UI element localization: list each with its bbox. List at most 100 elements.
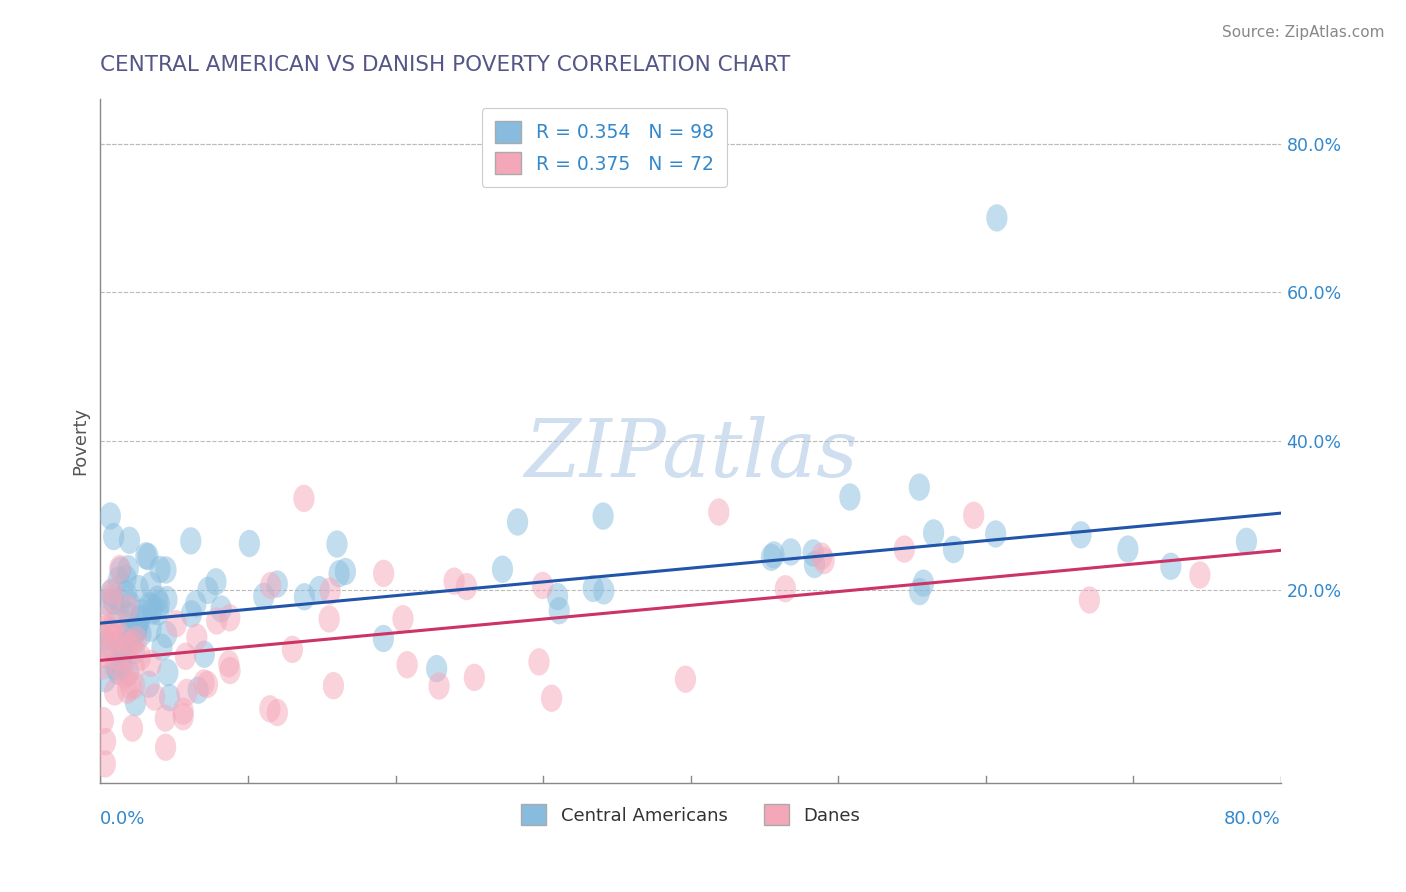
Ellipse shape [118, 632, 139, 659]
Ellipse shape [173, 703, 194, 731]
Ellipse shape [155, 733, 176, 761]
Ellipse shape [443, 567, 465, 595]
Ellipse shape [963, 501, 984, 529]
Ellipse shape [96, 615, 117, 643]
Ellipse shape [207, 607, 228, 634]
Ellipse shape [780, 538, 801, 566]
Ellipse shape [129, 605, 150, 632]
Ellipse shape [294, 484, 315, 512]
Ellipse shape [174, 642, 197, 670]
Ellipse shape [108, 566, 129, 594]
Ellipse shape [1189, 561, 1211, 589]
Ellipse shape [139, 591, 160, 619]
Ellipse shape [110, 655, 131, 681]
Ellipse shape [111, 652, 132, 679]
Ellipse shape [259, 695, 280, 723]
Ellipse shape [319, 577, 340, 605]
Ellipse shape [156, 621, 177, 648]
Ellipse shape [1070, 521, 1091, 549]
Ellipse shape [211, 595, 232, 623]
Ellipse shape [93, 640, 114, 668]
Ellipse shape [508, 508, 529, 535]
Ellipse shape [319, 606, 340, 632]
Ellipse shape [124, 672, 145, 699]
Ellipse shape [194, 640, 215, 668]
Ellipse shape [142, 598, 163, 624]
Ellipse shape [1118, 535, 1139, 563]
Ellipse shape [763, 541, 785, 568]
Y-axis label: Poverty: Poverty [72, 407, 89, 475]
Ellipse shape [93, 624, 114, 652]
Ellipse shape [814, 547, 835, 574]
Ellipse shape [104, 653, 127, 681]
Ellipse shape [131, 599, 152, 626]
Ellipse shape [709, 499, 730, 525]
Ellipse shape [100, 617, 121, 644]
Ellipse shape [396, 651, 418, 679]
Ellipse shape [908, 474, 929, 500]
Ellipse shape [115, 581, 138, 608]
Ellipse shape [111, 624, 132, 652]
Ellipse shape [205, 568, 226, 596]
Ellipse shape [943, 536, 965, 563]
Ellipse shape [541, 684, 562, 712]
Ellipse shape [131, 620, 152, 648]
Ellipse shape [104, 624, 125, 652]
Ellipse shape [94, 665, 115, 692]
Text: ZIPatlas: ZIPatlas [524, 416, 858, 493]
Ellipse shape [122, 630, 143, 657]
Ellipse shape [124, 653, 145, 681]
Ellipse shape [326, 531, 347, 558]
Ellipse shape [1160, 553, 1181, 580]
Ellipse shape [149, 556, 170, 583]
Ellipse shape [112, 638, 134, 665]
Ellipse shape [986, 204, 1008, 232]
Ellipse shape [120, 591, 141, 618]
Ellipse shape [111, 641, 132, 668]
Ellipse shape [373, 559, 394, 587]
Ellipse shape [149, 591, 170, 618]
Ellipse shape [775, 575, 796, 602]
Ellipse shape [218, 650, 239, 678]
Ellipse shape [157, 659, 179, 686]
Ellipse shape [181, 600, 202, 627]
Ellipse shape [547, 582, 568, 610]
Ellipse shape [141, 572, 162, 599]
Ellipse shape [110, 631, 131, 657]
Ellipse shape [531, 572, 553, 599]
Text: 80.0%: 80.0% [1225, 810, 1281, 828]
Ellipse shape [127, 615, 148, 642]
Ellipse shape [108, 602, 129, 630]
Ellipse shape [97, 632, 118, 658]
Ellipse shape [219, 604, 240, 632]
Ellipse shape [118, 630, 139, 657]
Ellipse shape [186, 624, 208, 651]
Ellipse shape [117, 676, 138, 704]
Ellipse shape [101, 577, 124, 605]
Ellipse shape [426, 655, 447, 682]
Ellipse shape [803, 540, 824, 566]
Ellipse shape [922, 519, 945, 547]
Ellipse shape [117, 594, 138, 622]
Ellipse shape [143, 683, 166, 711]
Ellipse shape [323, 672, 344, 699]
Ellipse shape [114, 662, 135, 689]
Ellipse shape [93, 706, 114, 734]
Ellipse shape [93, 606, 114, 633]
Ellipse shape [492, 556, 513, 582]
Ellipse shape [219, 657, 240, 684]
Ellipse shape [138, 543, 159, 570]
Ellipse shape [96, 728, 117, 756]
Ellipse shape [118, 602, 139, 629]
Ellipse shape [839, 483, 860, 510]
Ellipse shape [197, 671, 218, 698]
Ellipse shape [125, 617, 148, 645]
Ellipse shape [101, 584, 122, 612]
Ellipse shape [156, 586, 177, 613]
Ellipse shape [166, 610, 187, 638]
Ellipse shape [118, 658, 139, 686]
Ellipse shape [592, 502, 614, 530]
Ellipse shape [260, 572, 281, 599]
Ellipse shape [392, 605, 413, 632]
Ellipse shape [1078, 586, 1099, 614]
